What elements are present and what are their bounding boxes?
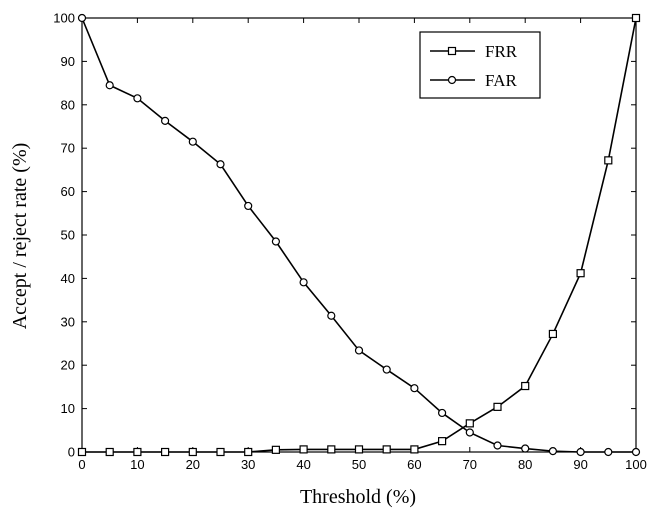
series-frr	[77, 13, 641, 457]
x-tick-label: 80	[518, 457, 532, 472]
y-tick-label: 70	[61, 141, 75, 156]
data-point-frr	[77, 447, 87, 457]
x-tick-label: 10	[130, 457, 144, 472]
data-point-far	[327, 311, 336, 320]
legend-far-label: FAR	[485, 71, 517, 90]
data-point-frr	[521, 381, 530, 391]
data-point-frr	[244, 447, 253, 457]
data-point-frr	[438, 437, 447, 446]
y-tick-label: 40	[61, 271, 75, 286]
x-tick-label: 100	[625, 457, 647, 472]
x-tick-label: 90	[573, 457, 587, 472]
data-point-frr	[410, 445, 419, 454]
y-axis-ticks: 0 10 20 30 40 50 60 70 80 90 100	[53, 11, 636, 460]
data-point-far	[244, 201, 253, 211]
series-far	[77, 13, 641, 457]
legend-frr-label: FRR	[485, 42, 518, 61]
data-point-far	[188, 137, 197, 146]
data-point-far	[548, 447, 558, 456]
data-point-frr	[465, 419, 474, 428]
data-point-frr	[188, 447, 197, 457]
x-tick-label: 20	[186, 457, 200, 472]
y-tick-label: 90	[61, 54, 75, 69]
data-point-far	[465, 428, 474, 437]
x-axis-ticks: 0 10 20 30 40 50 60 70 80 90 100	[78, 18, 647, 472]
data-point-frr	[299, 445, 308, 454]
x-tick-label: 40	[296, 457, 310, 472]
series-line-frr	[82, 17, 637, 453]
data-point-frr	[604, 156, 613, 165]
data-point-frr	[216, 447, 225, 457]
x-tick-label: 60	[407, 457, 421, 472]
axes	[81, 17, 637, 453]
data-point-far	[161, 116, 170, 125]
x-tick-label: 30	[241, 457, 255, 472]
x-tick-label: 50	[352, 457, 366, 472]
x-tick-label: 0	[78, 457, 85, 472]
plot-frame	[81, 17, 637, 453]
x-tick-label: 70	[463, 457, 477, 472]
data-point-far	[410, 384, 419, 393]
data-point-far	[77, 13, 87, 23]
series-line-far	[81, 17, 636, 453]
data-point-far	[438, 408, 447, 418]
data-point-far	[576, 447, 585, 457]
y-axis-title: Accept / reject rate (%)	[9, 143, 31, 330]
data-point-frr	[327, 445, 336, 454]
legend-box	[419, 31, 541, 99]
data-point-far	[604, 447, 613, 457]
y-tick-label: 30	[61, 314, 75, 329]
y-tick-label: 0	[68, 445, 75, 460]
y-tick-label: 80	[61, 97, 75, 112]
data-point-far	[216, 160, 225, 169]
data-point-far	[133, 94, 142, 103]
y-tick-label: 50	[61, 228, 75, 243]
legend-far-marker	[447, 75, 457, 85]
data-point-far	[521, 444, 530, 453]
data-point-frr	[493, 402, 502, 411]
data-point-frr	[271, 445, 280, 454]
data-point-frr	[382, 445, 391, 454]
data-point-far	[105, 81, 114, 90]
data-point-frr	[133, 447, 142, 457]
data-point-frr	[161, 447, 170, 457]
y-tick-label: 20	[61, 358, 75, 373]
data-point-far	[354, 346, 364, 355]
data-point-frr	[631, 13, 641, 23]
data-point-far	[631, 447, 641, 457]
data-point-frr	[105, 447, 114, 457]
y-tick-label: 60	[61, 184, 75, 199]
data-point-far	[493, 441, 502, 450]
data-point-far	[299, 278, 308, 287]
data-point-frr	[576, 269, 585, 278]
data-point-frr	[548, 329, 558, 339]
data-point-far	[382, 365, 391, 374]
y-tick-label: 10	[61, 401, 75, 416]
legend-frr-marker	[447, 46, 457, 56]
x-axis-title: Threshold (%)	[300, 486, 416, 508]
series-layer	[77, 13, 641, 457]
legend: FRR FAR	[419, 31, 541, 99]
data-point-frr	[354, 445, 364, 454]
y-tick-label: 100	[53, 11, 75, 26]
data-point-far	[271, 237, 280, 246]
